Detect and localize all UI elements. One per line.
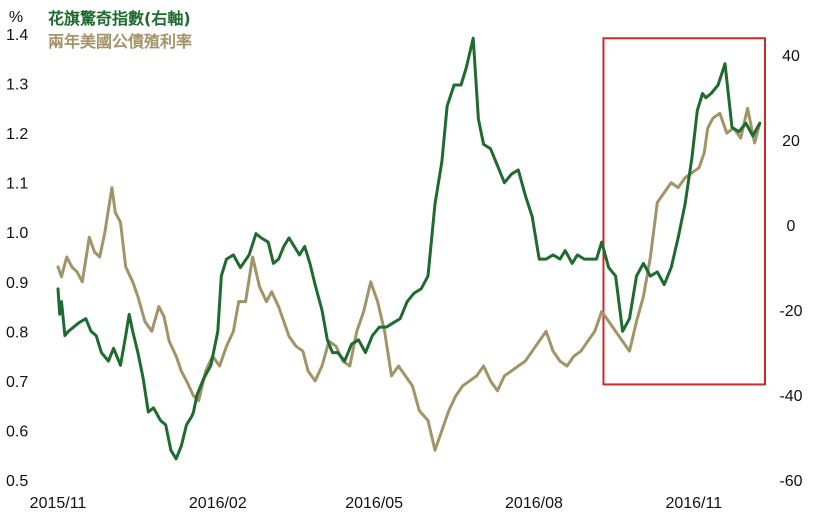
right-axis-ticks: -60 -40 -20 0 20 40 <box>779 48 802 490</box>
left-axis-tick-label: 1.2 <box>6 126 28 143</box>
right-axis-tick-label: -20 <box>779 303 802 320</box>
right-axis-tick-label: 20 <box>782 133 800 150</box>
highlight-box <box>602 37 767 386</box>
legend: 花旗驚奇指數(右軸) 兩年美國公債殖利率 <box>48 9 192 51</box>
x-axis-tick-label: 2016/08 <box>505 495 563 512</box>
left-axis-tick-label: 1.3 <box>6 77 28 94</box>
left-axis-ticks: 0.5 0.6 0.7 0.8 0.9 1.0 1.1 1.2 1.3 1.4 <box>6 27 28 490</box>
left-axis-tick-label: 1.4 <box>6 27 28 44</box>
left-axis-tick-label: 0.9 <box>6 275 28 292</box>
x-axis-tick-label: 2016/11 <box>665 495 722 512</box>
left-axis-tick-label: 0.8 <box>6 324 28 341</box>
series-line-yield <box>56 106 762 452</box>
x-axis-ticks: 2015/11 2016/02 2016/05 2016/08 2016/11 <box>30 495 723 512</box>
x-axis-tick-label: 2016/02 <box>189 495 247 512</box>
left-axis-tick-label: 1.1 <box>6 176 28 193</box>
left-axis-tick-label: 0.6 <box>6 423 28 440</box>
left-axis-tick-label: 0.5 <box>6 473 28 490</box>
left-axis-tick-label: 0.7 <box>6 374 28 391</box>
legend-entry-citi: 花旗驚奇指數(右軸) <box>48 9 191 28</box>
x-axis-tick-label: 2016/05 <box>345 495 403 512</box>
right-axis-tick-label: 40 <box>782 48 800 65</box>
right-axis-tick-label: 0 <box>787 218 796 235</box>
left-axis-tick-label: 1.0 <box>6 225 28 242</box>
right-axis-tick-label: -60 <box>779 473 802 490</box>
left-axis-unit-label: % <box>9 9 23 26</box>
series-line-citi <box>56 36 762 461</box>
right-axis-tick-label: -40 <box>779 388 802 405</box>
x-axis-tick-label: 2015/11 <box>30 495 87 512</box>
legend-entry-yield: 兩年美國公債殖利率 <box>48 32 192 51</box>
